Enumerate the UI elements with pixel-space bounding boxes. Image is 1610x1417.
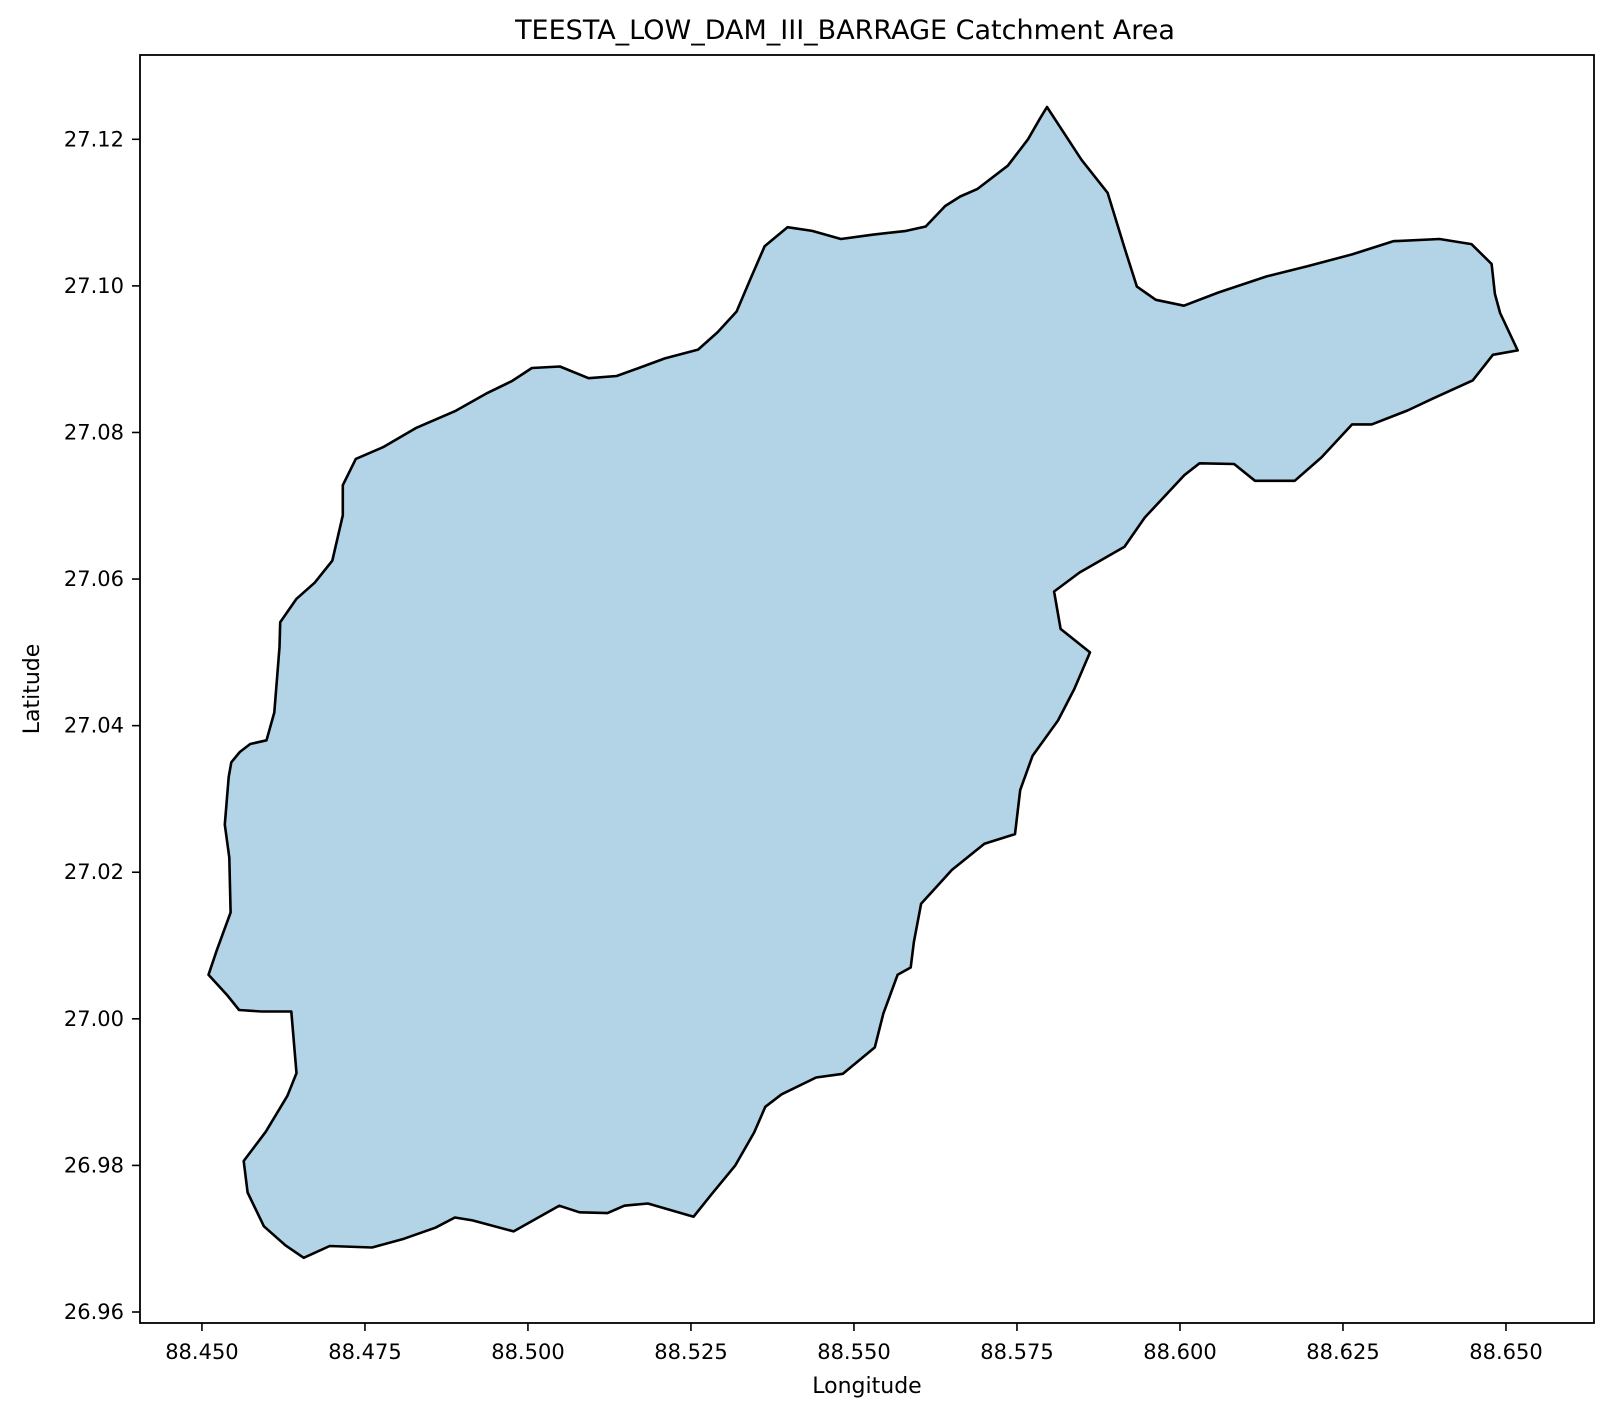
x-tick-label: 88.525: [654, 1340, 727, 1364]
y-tick-label: 27.02: [64, 860, 124, 884]
x-axis-title: Longitude: [812, 1374, 921, 1399]
chart-title: TEESTA_LOW_DAM_III_BARRAGE Catchment Are…: [514, 15, 1175, 46]
y-tick-label: 26.98: [64, 1153, 124, 1177]
y-tick-label: 27.04: [64, 714, 124, 738]
y-tick-label: 27.10: [64, 274, 124, 298]
y-tick-label: 27.12: [64, 127, 124, 151]
y-axis-title: Latitude: [20, 644, 45, 735]
x-axis-ticks: 88.450 88.475 88.500 88.525 88.550 88.575 88.6…: [165, 1323, 1543, 1364]
plot-area: [139, 54, 1595, 1324]
x-tick-label: 88.475: [328, 1340, 401, 1364]
x-tick-label: 88.550: [817, 1340, 890, 1364]
y-tick-label: 26.96: [64, 1300, 124, 1324]
x-tick-label: 88.500: [491, 1340, 564, 1364]
y-tick-label: 27.00: [64, 1007, 124, 1031]
y-axis-ticks: 26.96 26.98 27.00 27.02 27.04 27.06 27.08 27.10…: [64, 127, 140, 1324]
x-tick-label: 88.450: [165, 1340, 238, 1364]
x-tick-label: 88.625: [1306, 1340, 1379, 1364]
x-tick-label: 88.600: [1143, 1340, 1216, 1364]
y-tick-label: 27.06: [64, 567, 124, 591]
x-tick-label: 88.650: [1469, 1340, 1542, 1364]
x-tick-label: 88.575: [980, 1340, 1053, 1364]
catchment-polygon: [207, 105, 1519, 1260]
y-tick-label: 27.08: [64, 420, 124, 444]
